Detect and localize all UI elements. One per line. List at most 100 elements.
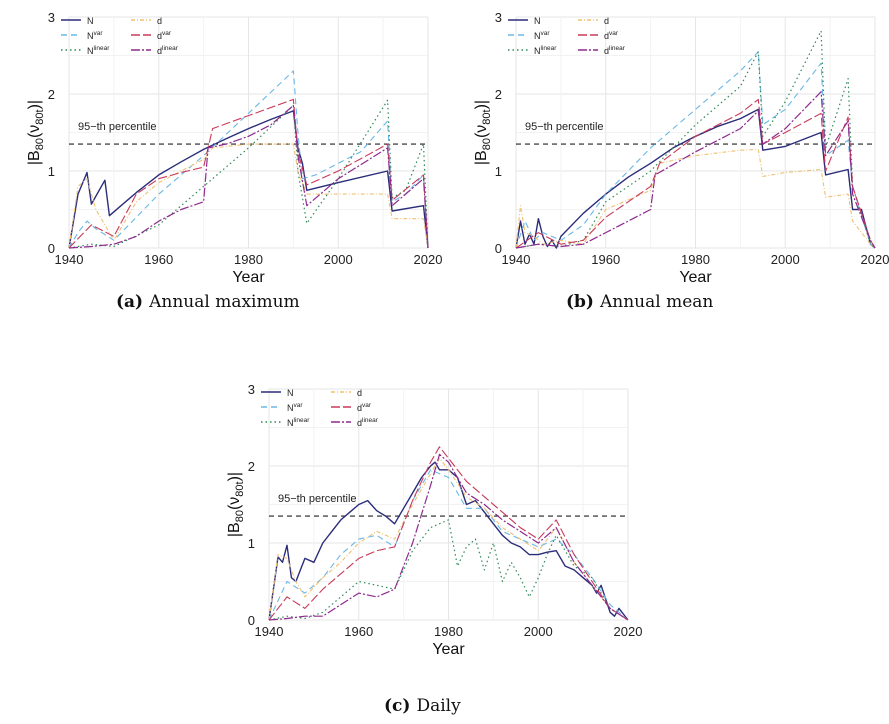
series-line-N	[268, 461, 629, 621]
legend-label-dvar: dvar	[357, 402, 372, 413]
legend-sup: var	[294, 402, 304, 409]
legend-label-Nlinear: Nlinear	[534, 45, 557, 56]
y-tick-label: 1	[495, 164, 502, 179]
x-tick-label: 1960	[344, 624, 373, 639]
series-line-N	[515, 108, 876, 249]
legend-base: d	[157, 46, 162, 56]
y-axis-label-part: |B	[473, 150, 490, 165]
y-axis-label-part: )|	[26, 100, 43, 109]
legend-base: N	[534, 46, 541, 56]
legend-label-Nvar: Nvar	[287, 402, 303, 413]
legend-sup: var	[609, 30, 619, 37]
caption-a: (a) Annual maximum	[116, 292, 300, 312]
caption-b: (b) Annual mean	[566, 292, 714, 312]
series-line-Nvar	[268, 469, 629, 621]
legend-label-Nvar: Nvar	[87, 30, 103, 41]
y-axis-label-part: 80t	[234, 481, 246, 496]
series-line-dvar	[268, 446, 629, 621]
legend-sup: linear	[162, 45, 179, 52]
legend-sup: linear	[294, 417, 311, 424]
series-line-dlinear	[515, 91, 876, 249]
y-tick-label: 3	[48, 10, 55, 25]
grid	[68, 16, 429, 249]
x-tick-label: 2000	[324, 252, 353, 267]
y-tick-label: 1	[248, 536, 255, 551]
legend-base: N	[287, 388, 294, 398]
x-axis-label: Year	[232, 269, 265, 286]
x-tick-label: 2020	[614, 624, 643, 639]
series-line-d	[515, 148, 876, 249]
legend-base: N	[87, 31, 94, 41]
legend-sup: var	[162, 30, 172, 37]
legend-label-d: d	[604, 16, 609, 26]
x-tick-label: 2020	[414, 252, 443, 267]
legend-label-N: N	[287, 388, 294, 398]
y-axis-label-part: 80	[34, 138, 46, 150]
legend-label-N: N	[87, 16, 94, 26]
grid	[268, 388, 629, 621]
y-axis-label-part: 80t	[481, 109, 493, 124]
x-axis-label: Year	[432, 641, 465, 658]
legend-base: d	[604, 46, 609, 56]
x-tick-label: 1940	[55, 252, 84, 267]
legend-label-dlinear: dlinear	[604, 45, 626, 56]
y-axis-label-part: 80t	[34, 109, 46, 124]
y-tick-label: 0	[495, 241, 502, 256]
threshold-label: 95−th percentile	[525, 121, 604, 133]
y-axis-label-part: |B	[226, 522, 243, 537]
legend-base: d	[157, 16, 162, 26]
legend-base: N	[534, 31, 541, 41]
legend-base: d	[357, 388, 362, 398]
y-axis-label-part: (ν	[473, 125, 490, 138]
legend-base: N	[87, 16, 94, 26]
y-tick-label: 3	[495, 10, 502, 25]
x-tick-label: 1980	[434, 624, 463, 639]
legend-label-Nvar: Nvar	[534, 30, 550, 41]
legend-base: N	[287, 403, 294, 413]
x-tick-label: 1980	[681, 252, 710, 267]
x-tick-label: 2000	[771, 252, 800, 267]
y-tick-label: 2	[248, 459, 255, 474]
series-line-dlinear	[68, 104, 429, 249]
legend-base: d	[604, 16, 609, 26]
x-tick-label: 1940	[502, 252, 531, 267]
y-tick-label: 3	[248, 382, 255, 397]
series-line-d	[68, 143, 429, 249]
legend-label-Nlinear: Nlinear	[87, 45, 110, 56]
series-line-Nvar	[68, 70, 429, 249]
series-line-Nlinear	[68, 99, 429, 249]
legend-base: d	[157, 31, 162, 41]
series-line-Nlinear	[515, 30, 876, 249]
series-line-Nvar	[515, 51, 876, 249]
x-tick-label: 1960	[591, 252, 620, 267]
caption-c: (c) Daily	[384, 696, 461, 716]
y-axis-label-part: )|	[473, 100, 490, 109]
x-tick-label: 1980	[234, 252, 263, 267]
legend-sup: var	[94, 30, 104, 37]
legend-sup: var	[362, 402, 372, 409]
series-line-dlinear	[268, 453, 629, 621]
legend-label-Nlinear: Nlinear	[287, 417, 310, 428]
y-tick-label: 0	[48, 241, 55, 256]
legend-base: d	[357, 403, 362, 413]
x-tick-label: 1960	[144, 252, 173, 267]
series-line-N	[68, 110, 429, 249]
chart-c: 95−th percentile 0 1 2 3 1940 1960 1980 2000 2020…	[226, 382, 643, 658]
y-axis-label: |B80(ν80t)|	[26, 100, 46, 165]
y-axis-label-part: 80	[481, 138, 493, 150]
y-axis-label: |B80(ν80t)|	[226, 472, 246, 537]
y-axis-label-part: |B	[26, 150, 43, 165]
legend-base: d	[357, 418, 362, 428]
y-axis-label-part: 80	[234, 510, 246, 522]
y-axis-label: |B80(ν80t)|	[473, 100, 493, 165]
legend-base: N	[287, 418, 294, 428]
series-line-Nlinear	[268, 519, 629, 621]
legend-label-dvar: dvar	[604, 30, 619, 41]
legend-label-dvar: dvar	[157, 30, 172, 41]
threshold-label: 95−th percentile	[278, 493, 357, 505]
legend-label-N: N	[534, 16, 541, 26]
y-tick-label: 1	[48, 164, 55, 179]
